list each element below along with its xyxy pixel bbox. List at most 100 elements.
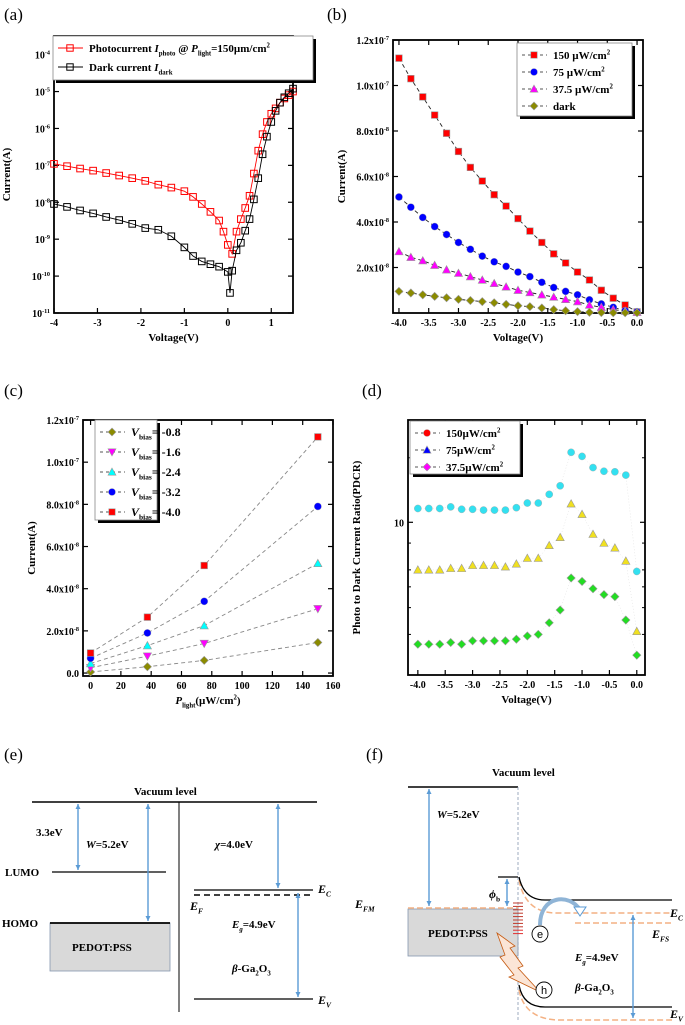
data-point <box>632 626 642 635</box>
x-axis-label: Plight(µW/cm2) <box>175 695 241 710</box>
data-point <box>585 276 594 284</box>
data-point <box>128 174 137 182</box>
text-part: -7 <box>74 415 79 422</box>
data-point <box>442 293 452 303</box>
text-part: 75 µW/cm <box>553 67 601 79</box>
data-point <box>512 503 521 512</box>
efs-label: EFS <box>651 927 669 944</box>
data-point <box>435 565 445 574</box>
data-point <box>550 250 558 258</box>
series <box>86 502 322 663</box>
ec-band <box>518 876 672 901</box>
data-point <box>66 63 74 71</box>
text-part: 3.3eV <box>36 827 63 839</box>
y-tick-label: 2.0x10-8 <box>46 626 79 638</box>
data-point <box>215 216 223 225</box>
series <box>50 87 297 258</box>
x-tick-label: -2.0 <box>510 318 526 329</box>
series <box>414 448 641 576</box>
data-point <box>446 563 456 572</box>
data-point <box>237 238 245 247</box>
data-point <box>200 597 209 606</box>
text-part: Current(A) <box>26 521 38 575</box>
data-point <box>280 93 289 102</box>
text-part: Voltage(V) <box>148 332 199 344</box>
legend-label: 150 µW/cm2 <box>553 50 611 62</box>
data-point <box>544 540 554 550</box>
data-point <box>115 171 123 180</box>
y-tick-label: 6.0x10-8 <box>46 542 79 554</box>
text-part: PEDOT:PSS <box>428 928 488 940</box>
text-part: 1.2x10 <box>356 36 384 47</box>
data-point <box>620 308 630 318</box>
text-part: 10 <box>35 235 45 246</box>
text-part: dark <box>553 101 577 113</box>
text-part: 37.5 µW/cm <box>553 84 609 96</box>
y-tick-label: 4.0x10-8 <box>356 217 389 229</box>
text-part: E <box>317 993 326 1007</box>
data-point <box>394 246 404 256</box>
data-point <box>206 208 215 216</box>
x-tick-label: -1.5 <box>547 680 563 691</box>
text-part: 150µW/cm <box>446 428 497 440</box>
data-point <box>215 262 223 271</box>
text-part: g <box>238 926 243 933</box>
data-point <box>478 252 487 260</box>
text-part: 2 <box>267 43 271 50</box>
data-point <box>479 636 489 646</box>
data-point <box>189 193 197 201</box>
panel-label-c: (c) <box>4 381 23 400</box>
text-part: photo <box>159 50 176 57</box>
data-point <box>567 448 575 457</box>
text-part: =150µm/cm <box>211 43 266 55</box>
text-part: Current(A) <box>1 147 13 201</box>
y-tick-label: 1.2x10-7 <box>356 35 389 47</box>
series <box>86 637 323 677</box>
data-point <box>566 573 576 583</box>
text-part: 10 <box>394 518 404 529</box>
data-point <box>435 639 445 649</box>
x-tick-label: 60 <box>176 681 186 692</box>
data-point <box>422 445 432 454</box>
text-part: -10 <box>42 271 50 278</box>
data-point <box>478 177 486 185</box>
legend-label: Dark current Idark <box>89 62 173 76</box>
data-point <box>232 246 241 255</box>
efm-label: EFM <box>354 897 375 914</box>
data-point <box>395 54 403 62</box>
data-point <box>424 639 434 649</box>
text-part: -9 <box>45 234 50 241</box>
data-point <box>63 162 71 170</box>
text-part: PEDOT:PSS <box>72 942 132 954</box>
work-function-label: W=5.2eV <box>86 839 129 851</box>
data-point <box>525 287 535 297</box>
material-label: β-Ga2O3 <box>231 963 271 977</box>
series <box>413 499 642 635</box>
text-part: 10 <box>35 51 45 62</box>
data-point <box>545 490 554 499</box>
y-axis-label: Current(A) <box>1 147 13 201</box>
ec-bent-dashed <box>518 879 672 914</box>
y-tick-label: 10-10 <box>32 271 50 283</box>
y-axis-label: Current(A) <box>336 149 348 203</box>
data-point <box>143 613 151 621</box>
text-part: ) <box>237 695 241 707</box>
data-point <box>89 209 97 218</box>
data-point <box>538 278 546 287</box>
data-point <box>588 584 598 594</box>
text-part: -4 <box>45 50 50 57</box>
data-point <box>276 98 284 107</box>
legend-label: Vbias= -3.2 <box>131 485 181 502</box>
x-tick-label: -2.5 <box>492 680 508 691</box>
legend-label: Vbias= -0.8 <box>131 425 181 442</box>
data-point <box>477 297 487 307</box>
text-part: Vacuum level <box>134 786 197 798</box>
data-point <box>502 202 510 210</box>
ev-bent-dashed <box>518 989 672 1021</box>
x-tick-label: 0 <box>225 318 230 329</box>
text-part: 3 <box>610 989 614 996</box>
data-point <box>424 565 434 574</box>
text-part: Current(A) <box>336 149 348 203</box>
data-point <box>457 505 466 514</box>
x-tick-label: 140 <box>295 681 310 692</box>
